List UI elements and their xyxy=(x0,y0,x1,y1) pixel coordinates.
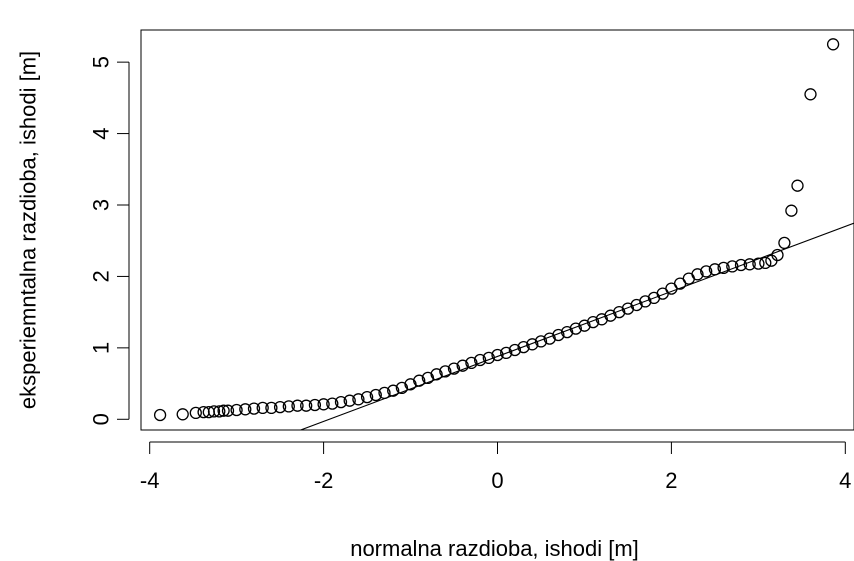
data-point xyxy=(207,405,221,418)
data-point xyxy=(317,398,330,411)
data-point xyxy=(552,328,565,342)
data-point xyxy=(491,348,504,362)
data-point xyxy=(613,305,626,319)
data-point xyxy=(804,88,817,101)
data-point xyxy=(630,298,643,312)
x-tick-label: -4 xyxy=(140,468,160,493)
y-tick-label: 2 xyxy=(89,270,114,282)
x-tick-label: -2 xyxy=(314,468,334,493)
data-point xyxy=(785,204,798,217)
data-point xyxy=(447,362,461,375)
data-point xyxy=(326,397,339,410)
y-tick-label: 4 xyxy=(89,127,114,139)
data-point xyxy=(273,400,287,414)
data-point xyxy=(439,365,452,378)
data-points xyxy=(153,38,840,422)
plot-frame xyxy=(140,29,854,431)
data-point xyxy=(759,256,772,270)
data-point xyxy=(352,393,365,406)
data-point xyxy=(217,404,230,417)
x-axis-label: normalna razdioba, ishodi [m] xyxy=(350,536,639,561)
x-tick-label: 0 xyxy=(491,468,503,493)
data-point xyxy=(752,257,765,270)
y-axis-label: eksperiemntalna razdioba, ishodi [m] xyxy=(16,51,41,409)
data-point xyxy=(256,401,269,415)
data-point xyxy=(395,381,409,395)
data-point xyxy=(239,403,252,416)
data-point xyxy=(230,403,243,417)
data-point xyxy=(300,399,313,412)
data-point xyxy=(308,398,322,412)
data-point xyxy=(734,258,748,272)
data-point xyxy=(343,394,356,407)
data-point xyxy=(586,315,600,329)
data-point xyxy=(221,404,235,417)
data-point xyxy=(569,322,582,335)
x-tick-label: 4 xyxy=(839,468,851,493)
data-point xyxy=(691,268,704,281)
y-axis: 0 1 2 3 4 5 xyxy=(89,56,130,425)
data-point xyxy=(456,359,469,372)
data-point xyxy=(717,261,730,275)
data-point xyxy=(369,388,382,402)
reference-line xyxy=(299,222,854,430)
data-point xyxy=(430,368,443,381)
data-point xyxy=(500,346,513,360)
data-point xyxy=(826,38,840,51)
y-tick-label: 5 xyxy=(89,56,114,68)
data-point xyxy=(534,335,548,348)
data-point xyxy=(213,405,226,418)
data-point xyxy=(621,302,635,315)
data-point xyxy=(508,343,522,357)
x-axis: -4 -2 0 2 4 xyxy=(140,441,851,493)
data-point xyxy=(360,390,374,404)
reference-line-layer xyxy=(299,222,854,430)
data-point xyxy=(778,236,791,250)
data-point xyxy=(465,356,478,370)
data-point xyxy=(473,353,487,367)
data-point xyxy=(247,402,261,415)
data-point xyxy=(291,399,304,412)
y-tick-label: 1 xyxy=(89,342,114,354)
data-point xyxy=(526,338,539,351)
data-point xyxy=(421,371,435,385)
data-point xyxy=(282,400,295,413)
x-tick-label: 2 xyxy=(665,468,677,493)
y-tick-label: 3 xyxy=(89,199,114,211)
y-tick-label: 0 xyxy=(89,413,114,425)
data-point xyxy=(517,340,530,354)
data-point xyxy=(334,395,348,409)
data-point xyxy=(771,248,784,262)
data-point xyxy=(791,179,804,192)
data-point xyxy=(265,401,278,415)
data-point xyxy=(176,408,189,421)
data-point xyxy=(387,384,400,397)
data-point xyxy=(700,265,713,278)
data-point xyxy=(639,295,652,308)
data-point xyxy=(153,408,167,422)
data-point xyxy=(404,378,417,391)
data-point xyxy=(189,406,202,420)
